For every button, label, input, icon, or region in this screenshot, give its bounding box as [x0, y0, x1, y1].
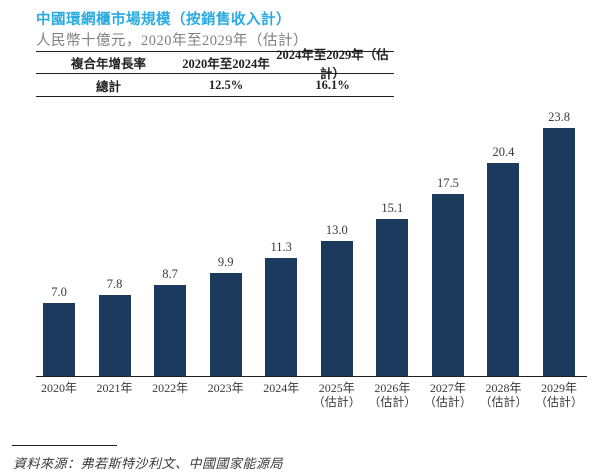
bar-group: 15.1 2026年 （估計）	[368, 200, 416, 409]
bar-group: 7.0 2020年	[41, 285, 77, 395]
bar-value-label: 9.9	[217, 254, 234, 269]
x-axis-label: 2027年 （估計）	[423, 381, 472, 409]
chart-subtitle: 人民幣十億元，2020年至2029年（估計）	[36, 33, 308, 49]
source-note: 資料來源：弗若斯特沙利文、中國國家能源局	[13, 456, 284, 471]
bar	[98, 294, 131, 376]
bar-group: 13.0 2025年 （估計）	[313, 222, 361, 410]
bar	[431, 193, 464, 376]
cagr-table: 複合年增長率 2020年至2024年 2024年至2029年（估計） 總計 12…	[36, 48, 394, 97]
bar-group: 8.7 2022年	[152, 267, 188, 395]
bar-value-label: 11.3	[270, 240, 292, 255]
cagr-header-metric: 複合年增長率	[70, 57, 146, 71]
x-axis-label: 2028年 （估計）	[479, 381, 528, 409]
bar	[265, 258, 298, 376]
cagr-row-label: 總計	[95, 79, 121, 94]
bar-value-label: 7.8	[106, 276, 123, 291]
bar-group: 23.8 2029年 （估計）	[535, 110, 583, 409]
bar-value-label: 17.5	[436, 175, 459, 190]
bar-group: 20.4 2028年 （估計）	[479, 145, 527, 409]
bar-group: 11.3 2024年	[263, 240, 299, 395]
x-axis-label: 2022年	[152, 381, 189, 395]
x-axis-label: 2021年	[96, 381, 133, 395]
cagr-table-data-row: 總計 12.5% 16.1%	[36, 74, 394, 96]
bar-value-label: 15.1	[381, 200, 404, 215]
bar-chart: 7.0 2020年 7.8 2021年 8.7 2022年 9.9 2023年 11.3 2024…	[36, 99, 587, 410]
x-axis-label: 2025年 （估計）	[312, 381, 361, 409]
bar-group: 7.8 2021年	[97, 276, 133, 395]
bar-group: 17.5 2027年 （估計）	[424, 175, 472, 409]
bar	[543, 128, 576, 376]
x-axis-label: 2024年	[263, 381, 300, 395]
x-axis-label: 2029年 （估計）	[535, 381, 584, 409]
cagr-value-period-2: 16.1%	[315, 77, 350, 92]
bar-group: 9.9 2023年	[208, 254, 244, 395]
bar	[320, 240, 353, 376]
bar	[376, 218, 409, 376]
bar-value-label: 8.7	[162, 267, 178, 282]
bar-value-label: 13.0	[325, 222, 348, 237]
cagr-header-period-2: 2024年至2029年（估計）	[276, 47, 389, 81]
x-axis-label: 2023年	[207, 381, 244, 395]
chart-title: 中國環網櫃市場規模（按銷售收入計）	[36, 12, 291, 28]
x-axis-label: 2026年 （估計）	[368, 381, 417, 409]
bar	[43, 303, 75, 376]
bar	[154, 285, 187, 376]
x-axis-label: 2020年	[40, 381, 77, 395]
bar	[487, 163, 520, 376]
bar-value-label: 23.8	[548, 110, 570, 124]
footnote-divider	[12, 445, 117, 446]
bar	[209, 272, 242, 376]
cagr-value-period-1: 12.5%	[208, 77, 244, 92]
bar-value-label: 7.0	[51, 285, 67, 300]
bar-value-label: 20.4	[492, 145, 515, 160]
cagr-header-period-1: 2020年至2024年	[182, 57, 270, 71]
cagr-table-header-row: 複合年增長率 2020年至2024年 2024年至2029年（估計）	[36, 48, 394, 81]
